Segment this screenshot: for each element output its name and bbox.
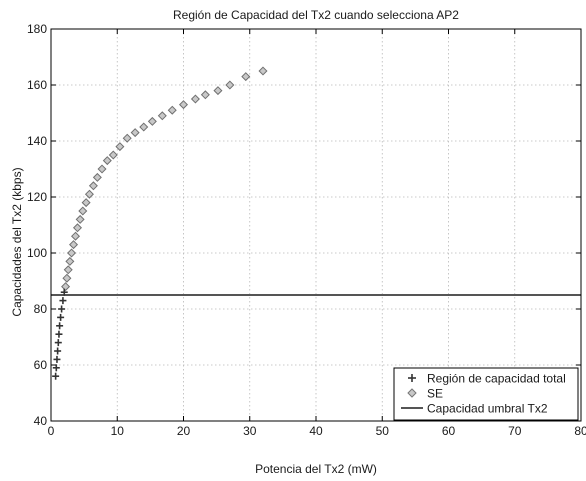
y-tick-label: 100	[27, 246, 47, 260]
se-point	[69, 240, 79, 250]
se-point	[88, 181, 98, 191]
data-points	[52, 66, 268, 380]
se-point	[190, 94, 200, 104]
legend-label-se: SE	[427, 387, 443, 401]
se-point	[72, 223, 83, 233]
se-point	[200, 90, 210, 100]
se-point	[258, 66, 268, 76]
legend-marker-total	[408, 374, 416, 382]
chart-title: Región de Capacidad del Tx2 cuando selec…	[173, 8, 459, 22]
total-capacity-point	[52, 364, 60, 372]
se-point	[61, 282, 71, 292]
y-tick-label: 160	[27, 78, 47, 92]
se-point	[122, 133, 132, 143]
se-point	[62, 273, 72, 283]
se-point	[241, 72, 251, 82]
se-point	[75, 214, 85, 224]
se-point	[147, 116, 157, 126]
se-point	[108, 150, 118, 160]
se-point	[167, 105, 177, 115]
se-point	[213, 86, 223, 96]
legend-box	[393, 367, 579, 421]
total-capacity-point	[60, 288, 68, 296]
y-tick-label: 60	[34, 358, 48, 372]
se-point	[84, 189, 94, 199]
total-capacity-point	[59, 297, 67, 305]
se-point	[63, 265, 73, 275]
se-point	[78, 206, 88, 216]
x-tick-label: 70	[508, 424, 522, 438]
se-point	[178, 100, 189, 110]
se-point	[139, 122, 149, 132]
y-tick-label: 180	[27, 22, 47, 36]
total-capacity-point	[57, 313, 65, 321]
se-point	[115, 142, 125, 152]
legend-label-threshold: Capacidad umbral Tx2	[427, 402, 548, 416]
total-capacity-point	[53, 355, 61, 363]
x-tick-label: 80	[574, 424, 586, 438]
x-tick-label: 40	[309, 424, 323, 438]
se-point	[157, 111, 167, 121]
total-capacity-point	[56, 322, 64, 330]
se-point	[225, 80, 235, 90]
y-axis-label: Capacidades del Tx2 (kbps)	[10, 167, 24, 316]
total-capacity-point	[55, 330, 63, 338]
legend-label-total: Región de capacidad total	[427, 372, 566, 386]
se-point	[71, 231, 81, 241]
se-point	[92, 172, 102, 182]
x-axis-label: Potencia del Tx2 (mW)	[255, 462, 377, 476]
y-tick-label: 40	[34, 414, 48, 428]
y-tick-label: 140	[27, 134, 47, 148]
y-tick-label: 80	[34, 302, 48, 316]
total-capacity-point	[54, 339, 62, 347]
x-tick-label: 30	[243, 424, 257, 438]
legend-marker-se	[407, 388, 417, 398]
x-tick-label: 60	[442, 424, 456, 438]
legend: Región de capacidad total SE Capacidad u…	[393, 367, 579, 421]
se-point	[67, 248, 77, 258]
total-capacity-point	[58, 305, 66, 313]
axis-ticks: 0 10 20 30 40 50 60 70 80 40 60 80 100 120 140 160 180	[27, 22, 586, 438]
total-capacity-point	[52, 372, 60, 380]
se-point	[102, 156, 112, 166]
total-capacity-point	[54, 347, 62, 355]
se-point	[130, 128, 140, 138]
x-tick-label: 10	[111, 424, 125, 438]
grid	[51, 29, 581, 421]
se-point	[81, 198, 91, 208]
y-tick-label: 120	[27, 190, 47, 204]
se-point	[97, 164, 107, 174]
x-tick-label: 0	[48, 424, 55, 438]
se-point	[65, 256, 75, 266]
x-tick-label: 20	[177, 424, 191, 438]
x-tick-label: 50	[376, 424, 390, 438]
